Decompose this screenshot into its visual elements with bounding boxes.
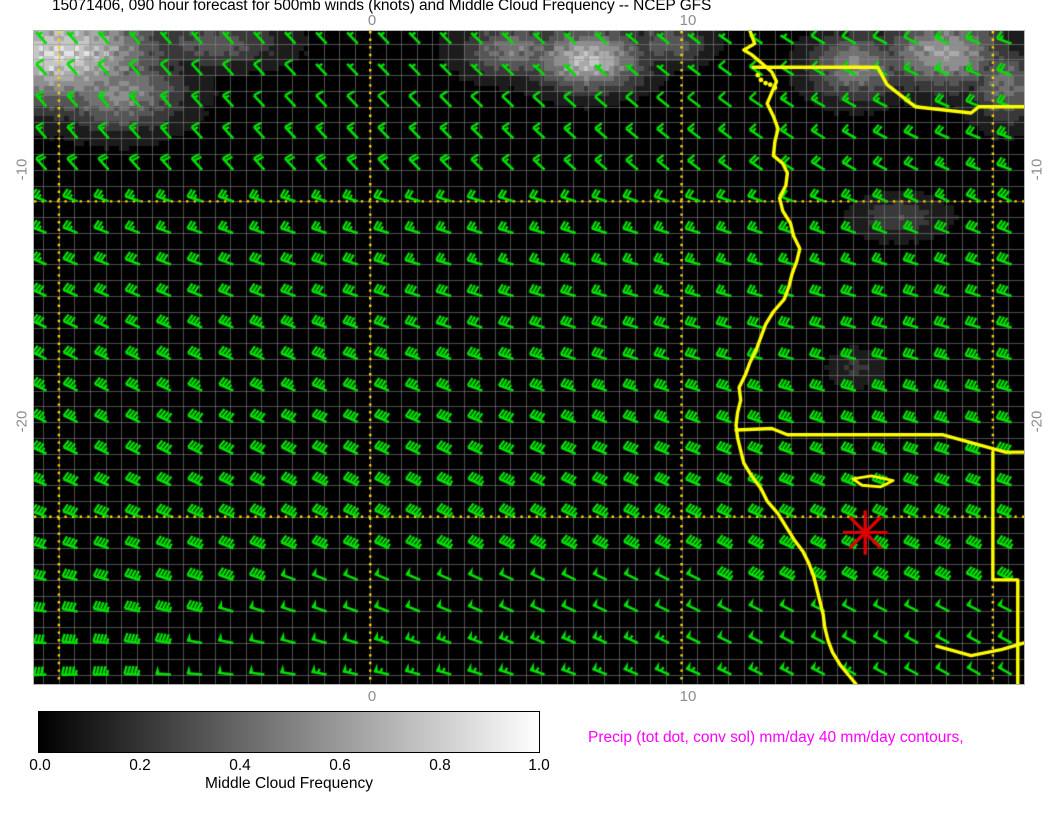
map-plot-area[interactable] [33, 30, 1025, 685]
x-tick-top-0: 0 [367, 12, 377, 29]
y-tick-right-minus20: -20 [1028, 410, 1046, 433]
x-tick-bottom-10: 10 [679, 688, 697, 705]
y-tick-right-minus10: -10 [1028, 158, 1046, 181]
precip-annotation: Precip (tot dot, conv sol) mm/day 40 mm/… [588, 729, 964, 746]
colorbar-label: Middle Cloud Frequency [204, 775, 374, 792]
colorbar-tick-4: 0.8 [429, 757, 451, 774]
page-title: 15071406, 090 hour forecast for 500mb wi… [52, 0, 712, 14]
colorbar-tick-0: 0.0 [29, 757, 51, 774]
colorbar-tick-3: 0.6 [329, 757, 351, 774]
y-tick-left-minus10: -10 [13, 158, 31, 181]
wind-barb-map-canvas [34, 31, 1024, 684]
colorbar-tick-1: 0.2 [129, 757, 151, 774]
colorbar-tick-5: 1.0 [528, 757, 550, 774]
y-tick-left-minus20: -20 [13, 410, 31, 433]
x-tick-top-10: 10 [679, 12, 697, 29]
colorbar [38, 711, 540, 753]
x-tick-bottom-0: 0 [367, 688, 377, 705]
colorbar-tick-2: 0.4 [229, 757, 251, 774]
